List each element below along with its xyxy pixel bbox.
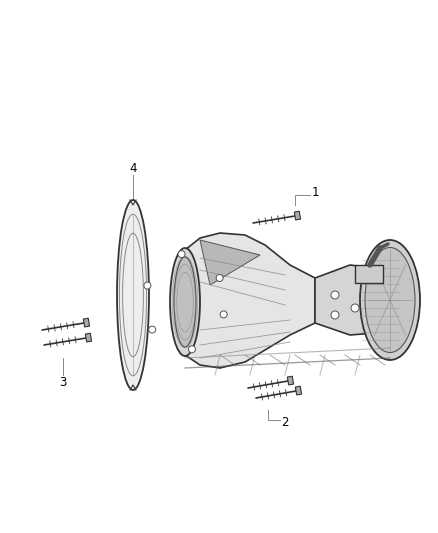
Ellipse shape (170, 248, 200, 356)
Text: 1: 1 (311, 185, 319, 198)
Polygon shape (294, 211, 300, 220)
Polygon shape (185, 233, 315, 368)
Ellipse shape (174, 257, 196, 347)
Circle shape (220, 311, 227, 318)
Polygon shape (83, 318, 90, 327)
Polygon shape (200, 240, 260, 285)
FancyBboxPatch shape (355, 265, 383, 283)
Circle shape (144, 282, 151, 289)
Ellipse shape (360, 240, 420, 360)
Polygon shape (85, 333, 92, 342)
Polygon shape (295, 386, 302, 395)
Circle shape (149, 326, 156, 333)
Text: 2: 2 (281, 416, 289, 430)
Polygon shape (315, 265, 390, 335)
Circle shape (331, 291, 339, 299)
Text: 4: 4 (129, 161, 137, 174)
FancyBboxPatch shape (362, 265, 382, 277)
Ellipse shape (117, 200, 149, 390)
Circle shape (178, 251, 185, 257)
Circle shape (331, 311, 339, 319)
Text: 3: 3 (59, 376, 67, 390)
Circle shape (188, 346, 195, 353)
Polygon shape (287, 376, 293, 385)
Circle shape (216, 274, 223, 281)
Ellipse shape (365, 247, 415, 352)
Circle shape (351, 304, 359, 312)
